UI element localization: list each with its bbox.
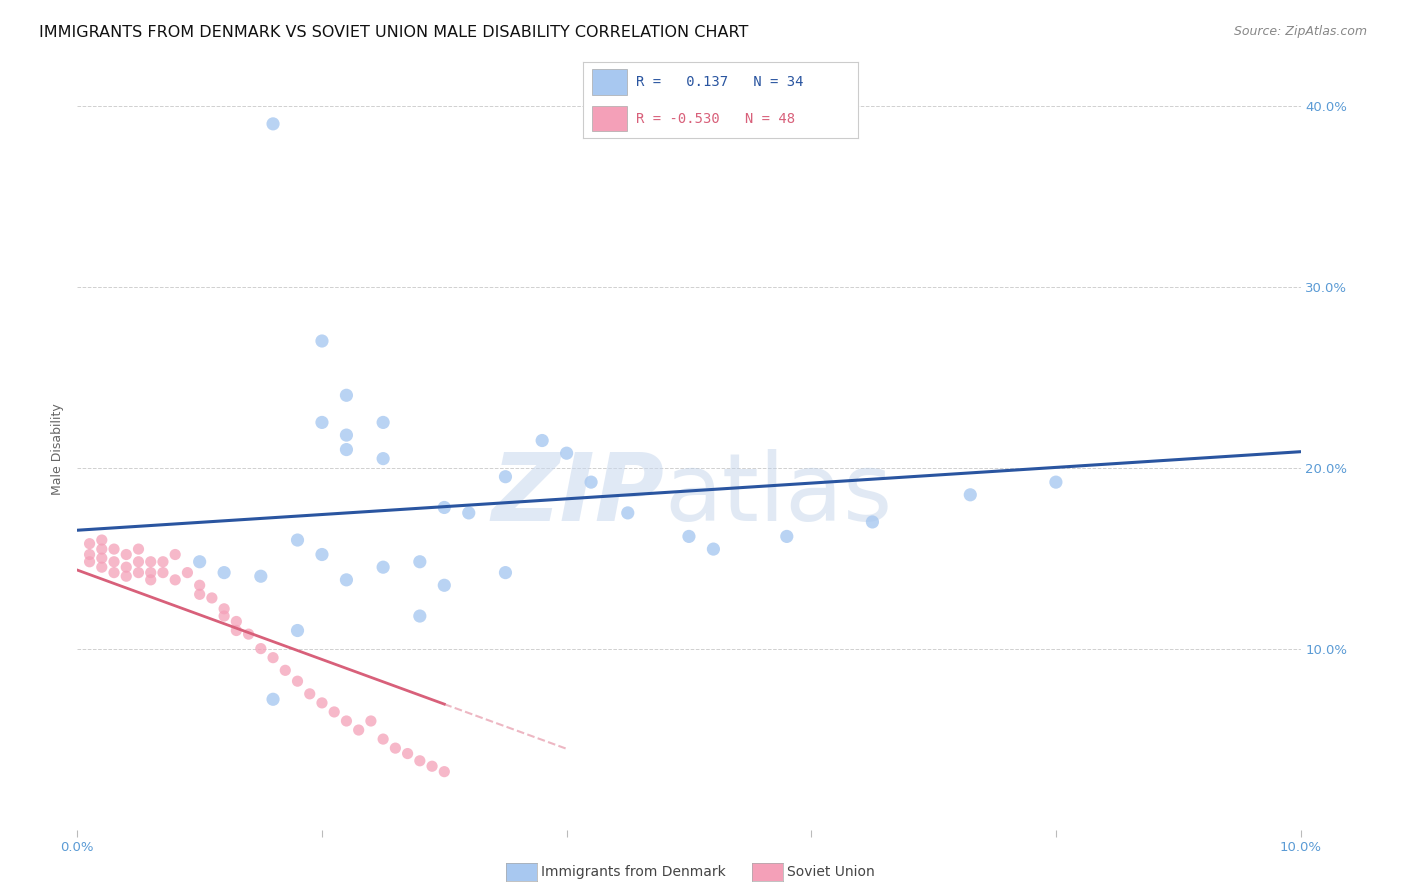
Point	[360, 714, 382, 728]
Point	[188, 587, 211, 601]
Point	[188, 578, 211, 592]
Point	[212, 566, 235, 580]
Point	[617, 506, 640, 520]
Point	[115, 569, 138, 583]
Point	[115, 560, 138, 574]
Point	[287, 533, 309, 547]
Point	[115, 548, 138, 562]
Text: IMMIGRANTS FROM DENMARK VS SOVIET UNION MALE DISABILITY CORRELATION CHART: IMMIGRANTS FROM DENMARK VS SOVIET UNION …	[39, 25, 749, 40]
Point	[79, 555, 101, 569]
Point	[79, 536, 101, 550]
Point	[90, 533, 112, 547]
Point	[127, 555, 149, 569]
Point	[103, 542, 125, 557]
Point	[371, 560, 394, 574]
Point	[311, 416, 333, 430]
Point	[250, 569, 273, 583]
Point	[335, 428, 357, 442]
Point	[409, 754, 432, 768]
Text: Source: ZipAtlas.com: Source: ZipAtlas.com	[1233, 25, 1367, 38]
Point	[90, 551, 112, 566]
Point	[139, 555, 162, 569]
Point	[311, 334, 333, 348]
Point	[139, 573, 162, 587]
Point	[262, 692, 284, 706]
Point	[262, 117, 284, 131]
Point	[225, 624, 247, 638]
Point	[262, 650, 284, 665]
Point	[103, 566, 125, 580]
Point	[274, 663, 297, 677]
Point	[457, 506, 479, 520]
Point	[409, 555, 432, 569]
Point	[420, 759, 443, 773]
Point	[371, 732, 394, 747]
Point	[335, 388, 357, 402]
Point	[212, 609, 235, 624]
Text: R =   0.137   N = 34: R = 0.137 N = 34	[636, 75, 803, 89]
Bar	[592, 70, 627, 95]
Point	[323, 705, 346, 719]
Point	[433, 764, 456, 779]
Point	[862, 515, 884, 529]
Point	[311, 696, 333, 710]
Point	[127, 542, 149, 557]
Text: Immigrants from Denmark: Immigrants from Denmark	[541, 865, 725, 880]
Point	[90, 542, 112, 557]
Point	[433, 578, 456, 592]
Point	[335, 442, 357, 457]
Point	[495, 469, 517, 483]
Text: atlas: atlas	[665, 450, 893, 541]
Point	[165, 548, 187, 562]
Point	[165, 573, 187, 587]
Point	[287, 624, 309, 638]
Point	[212, 602, 235, 616]
Point	[702, 542, 724, 557]
Point	[103, 555, 125, 569]
Point	[959, 488, 981, 502]
Point	[152, 566, 174, 580]
Point	[396, 747, 419, 761]
Point	[776, 529, 799, 543]
Point	[531, 434, 554, 448]
Point	[409, 609, 432, 624]
Point	[371, 451, 394, 466]
Point	[579, 475, 602, 490]
Point	[678, 529, 700, 543]
Point	[250, 641, 273, 656]
Bar	[592, 105, 627, 131]
Text: ZIP: ZIP	[492, 450, 665, 541]
Point	[298, 687, 321, 701]
Point	[201, 591, 224, 605]
Point	[188, 555, 211, 569]
Point	[371, 416, 394, 430]
Point	[335, 573, 357, 587]
Y-axis label: Male Disability: Male Disability	[51, 404, 65, 495]
Point	[335, 714, 357, 728]
Point	[139, 566, 162, 580]
Point	[433, 500, 456, 515]
Point	[347, 723, 370, 737]
Point	[238, 627, 260, 641]
Text: Soviet Union: Soviet Union	[787, 865, 875, 880]
Point	[384, 741, 406, 756]
Point	[127, 566, 149, 580]
Text: R = -0.530   N = 48: R = -0.530 N = 48	[636, 112, 794, 126]
Point	[176, 566, 198, 580]
Point	[225, 615, 247, 629]
Point	[555, 446, 578, 460]
Point	[90, 560, 112, 574]
Point	[1045, 475, 1067, 490]
Point	[495, 566, 517, 580]
Point	[311, 548, 333, 562]
Point	[152, 555, 174, 569]
Point	[79, 548, 101, 562]
Point	[287, 674, 309, 689]
